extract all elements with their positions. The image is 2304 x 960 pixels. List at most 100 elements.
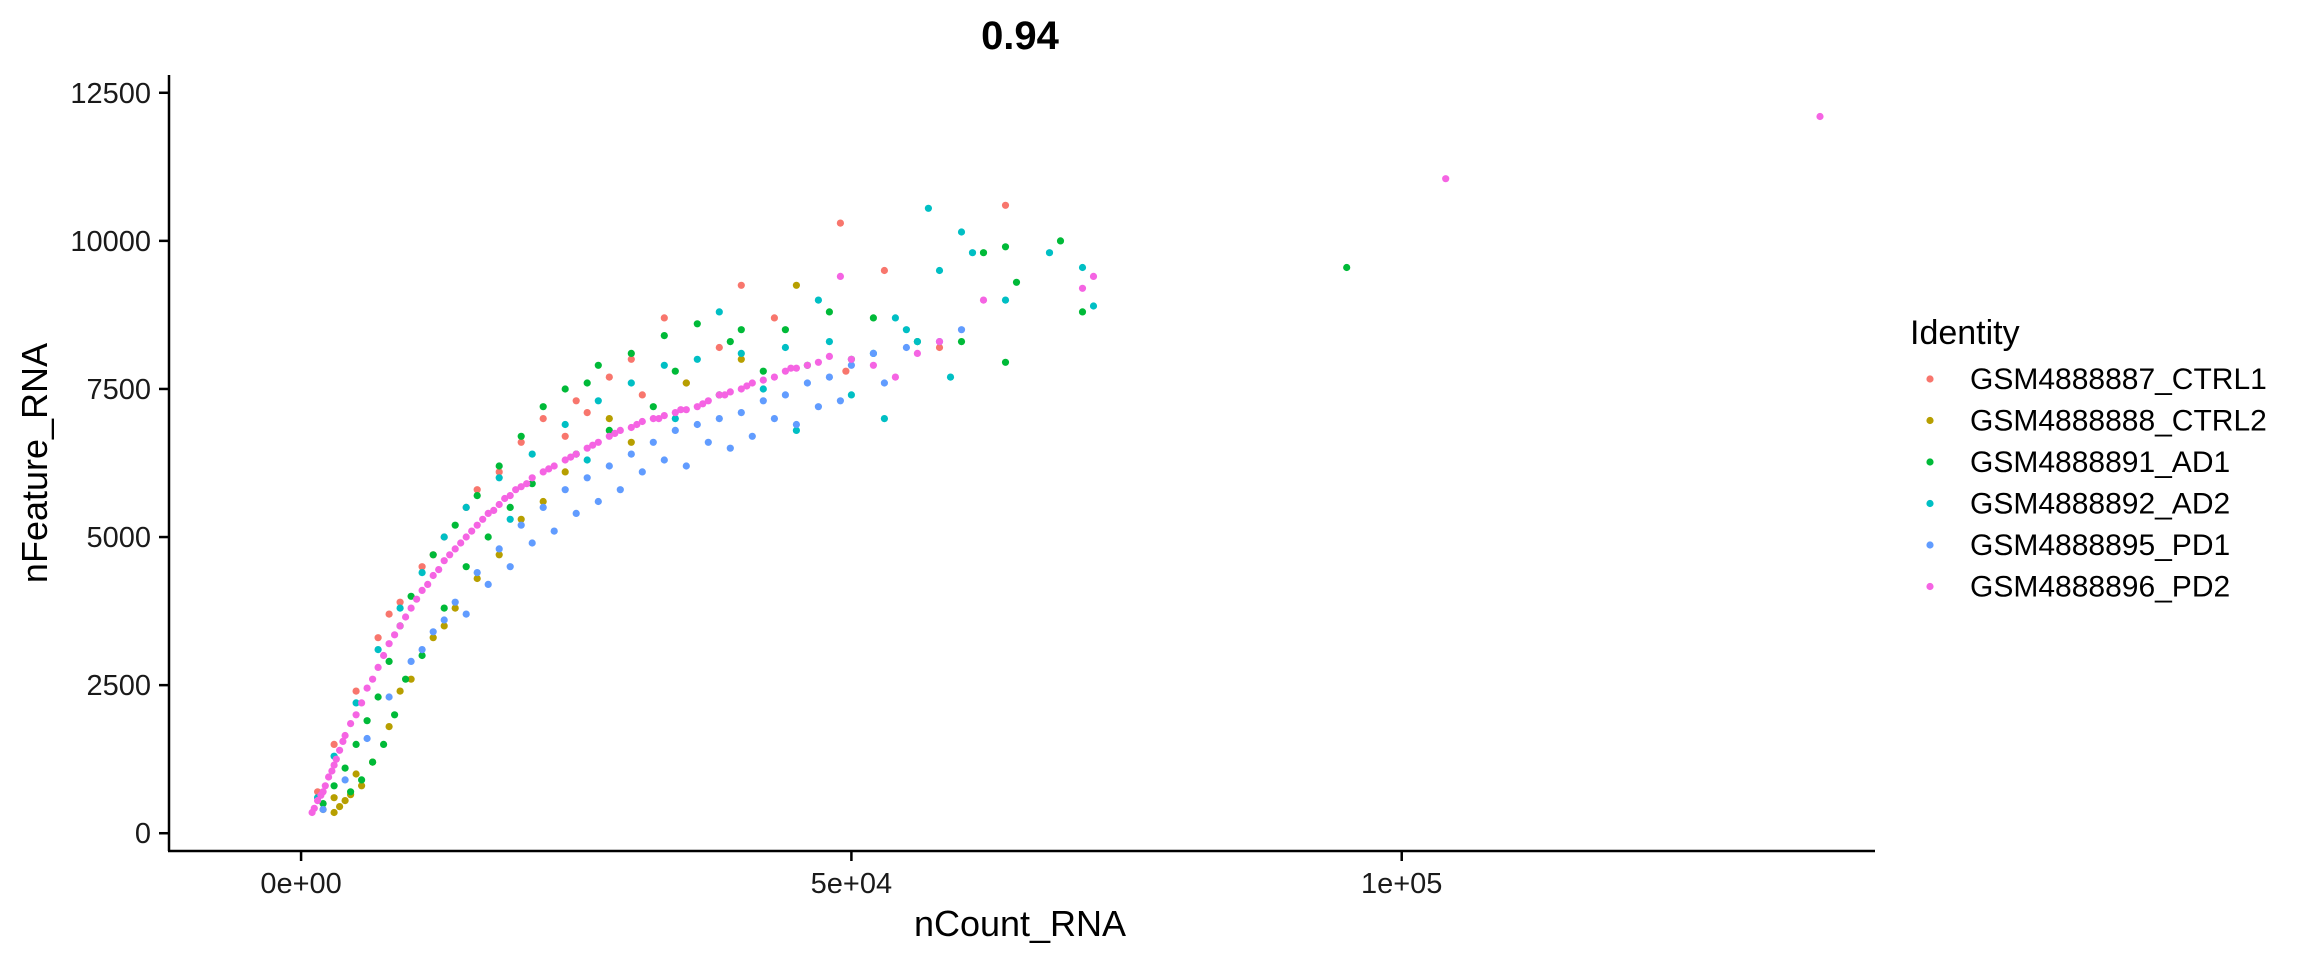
- data-point: [561, 486, 569, 494]
- data-point: [902, 326, 911, 334]
- data-point: [660, 361, 668, 369]
- data-point: [638, 468, 646, 476]
- legend-key: [1926, 375, 1934, 383]
- data-point: [891, 373, 900, 381]
- y-tick-label: 7500: [86, 374, 151, 406]
- y-tick-label: 0: [135, 818, 151, 850]
- data-point: [869, 314, 878, 322]
- legend-item: GSM4888895_PD1: [1926, 529, 2230, 562]
- data-point: [358, 782, 366, 790]
- data-point: [385, 657, 393, 666]
- data-point: [391, 631, 399, 639]
- data-point: [649, 415, 657, 423]
- data-point: [594, 397, 602, 405]
- legend-item: GSM4888887_CTRL1: [1926, 363, 2267, 396]
- data-point: [347, 720, 355, 728]
- data-point: [539, 503, 547, 511]
- data-point: [321, 782, 329, 790]
- x-axis-title: nCount_RNA: [914, 903, 1126, 944]
- data-point: [693, 420, 701, 429]
- data-point: [682, 462, 690, 470]
- data-point: [473, 574, 481, 583]
- data-point: [341, 797, 349, 805]
- data-point: [671, 367, 679, 375]
- data-point: [506, 503, 514, 511]
- data-point: [451, 604, 459, 612]
- data-point: [715, 308, 723, 316]
- data-point: [660, 332, 668, 340]
- data-point: [869, 361, 878, 369]
- data-point: [605, 432, 613, 440]
- data-point: [869, 349, 878, 357]
- data-point: [330, 782, 338, 790]
- data-point: [759, 385, 767, 393]
- data-point: [627, 349, 635, 357]
- data-point: [451, 521, 459, 529]
- data-point: [671, 415, 679, 423]
- data-point: [407, 657, 415, 666]
- data-point: [627, 355, 635, 363]
- data-point: [332, 755, 340, 763]
- data-point: [561, 456, 569, 464]
- data-point: [512, 486, 520, 494]
- data-point: [880, 415, 889, 423]
- data-point: [341, 776, 349, 784]
- data-point: [380, 651, 388, 660]
- data-point: [517, 521, 525, 529]
- data-point: [787, 364, 795, 372]
- data-point: [462, 610, 470, 618]
- data-point: [726, 444, 734, 452]
- data-point: [792, 426, 801, 434]
- data-point: [506, 515, 514, 523]
- legend-item: GSM4888888_CTRL2: [1926, 405, 2267, 438]
- data-point: [429, 571, 437, 580]
- data-point: [836, 272, 845, 280]
- data-point: [726, 388, 734, 396]
- data-point: [429, 551, 437, 559]
- data-point: [633, 420, 641, 429]
- data-point: [611, 429, 619, 437]
- data-point: [479, 515, 487, 523]
- data-point: [737, 281, 745, 289]
- data-point: [363, 684, 371, 692]
- data-point: [561, 385, 569, 393]
- data-point: [380, 740, 388, 749]
- data-point: [1089, 272, 1098, 280]
- data-point: [721, 391, 729, 399]
- data-point: [935, 266, 944, 275]
- legend-label: GSM4888896_PD2: [1970, 571, 2230, 604]
- data-point: [539, 468, 547, 476]
- data-point: [770, 373, 779, 381]
- data-point: [424, 580, 432, 589]
- data-point: [682, 406, 690, 414]
- data-point: [468, 527, 476, 535]
- data-point: [737, 409, 745, 417]
- data-point: [374, 693, 382, 701]
- data-point: [528, 539, 536, 547]
- data-point: [330, 794, 338, 802]
- data-point: [913, 349, 922, 357]
- data-point: [737, 355, 745, 363]
- data-point: [605, 373, 613, 381]
- data-point: [627, 450, 635, 458]
- data-point: [473, 492, 481, 500]
- data-point: [616, 426, 624, 434]
- data-point: [704, 397, 712, 405]
- data-point: [495, 500, 503, 509]
- data-point: [347, 788, 355, 796]
- legend-item: GSM4888892_AD2: [1926, 488, 2230, 521]
- data-point: [363, 734, 371, 743]
- data-point: [451, 598, 459, 606]
- data-point: [495, 545, 503, 553]
- data-point: [341, 731, 349, 740]
- data-point: [825, 308, 834, 316]
- data-point: [704, 438, 712, 446]
- data-point: [330, 808, 338, 817]
- data-point: [847, 361, 856, 369]
- data-point: [715, 415, 723, 423]
- data-point: [594, 361, 602, 369]
- data-point: [396, 598, 404, 606]
- data-point: [781, 391, 790, 399]
- data-point: [792, 420, 801, 429]
- data-point: [671, 409, 679, 417]
